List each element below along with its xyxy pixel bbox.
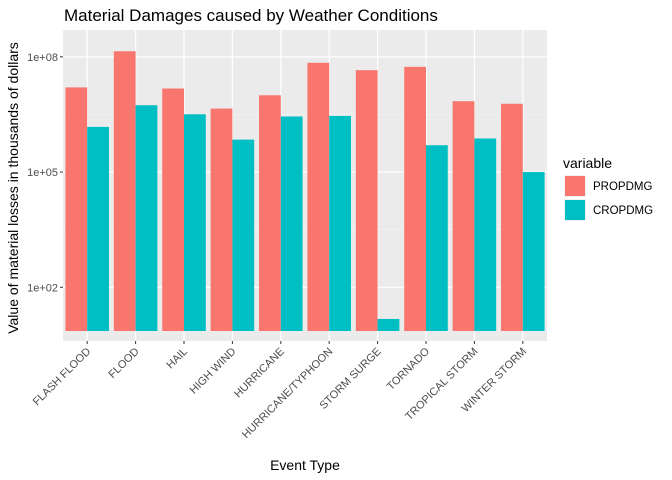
bar-cropdmg-hail xyxy=(184,114,206,331)
bar-propdmg-hurricane xyxy=(259,95,281,331)
bar-propdmg-hail xyxy=(162,88,184,331)
legend-label-propdmg: PROPDMG xyxy=(593,181,652,193)
x-tick-label: TORNADO xyxy=(385,345,433,393)
bars xyxy=(65,51,545,332)
legend: variable PROPDMG CROPDMG xyxy=(563,155,653,221)
x-tick-label: HURRICANE xyxy=(232,346,287,401)
bar-propdmg-high-wind xyxy=(210,108,233,331)
x-tick-label: HURRICANE/TYPHOON xyxy=(240,346,335,441)
y-axis-title: Value of material losses in thousands of… xyxy=(5,42,21,334)
legend-label-cropdmg: CROPDMG xyxy=(593,205,653,217)
x-axis-title: Event Type xyxy=(270,457,340,473)
y-tick-label: 1e+08 xyxy=(27,52,58,64)
bar-propdmg-hurricane-typhoon xyxy=(307,62,330,332)
bar-propdmg-flash-flood xyxy=(65,87,88,331)
x-tick-label: FLASH FLOOD xyxy=(31,346,94,409)
x-tick-label: FLOOD xyxy=(106,346,141,381)
legend-key-propdmg xyxy=(565,176,585,196)
y-tick-label: 1e+05 xyxy=(27,167,58,179)
bar-cropdmg-winter-storm xyxy=(522,172,545,331)
bar-cropdmg-hurricane-typhoon xyxy=(329,115,351,331)
bar-cropdmg-tropical-storm xyxy=(474,138,497,331)
bar-propdmg-flood xyxy=(113,51,136,332)
y-axis-ticks: 1e+02 1e+05 1e+08 xyxy=(27,52,63,294)
x-tick-label: HIGH WIND xyxy=(188,346,239,397)
bar-cropdmg-tornado xyxy=(426,145,448,331)
y-tick-label: 1e+02 xyxy=(27,282,58,294)
legend-title: variable xyxy=(563,155,612,171)
chart-title: Material Damages caused by Weather Condi… xyxy=(64,6,438,25)
bar-propdmg-storm-surge xyxy=(355,70,378,332)
bar-cropdmg-flash-flood xyxy=(87,126,109,332)
bar-propdmg-winter-storm xyxy=(501,103,523,331)
legend-key-cropdmg xyxy=(565,200,585,220)
bar-propdmg-tropical-storm xyxy=(452,101,475,331)
bar-cropdmg-hurricane xyxy=(280,116,303,331)
bar-cropdmg-flood xyxy=(135,105,158,331)
x-tick-label: HAIL xyxy=(164,346,190,372)
bar-cropdmg-storm-surge xyxy=(377,318,400,331)
bar-cropdmg-high-wind xyxy=(232,139,255,331)
bar-propdmg-tornado xyxy=(404,66,426,332)
